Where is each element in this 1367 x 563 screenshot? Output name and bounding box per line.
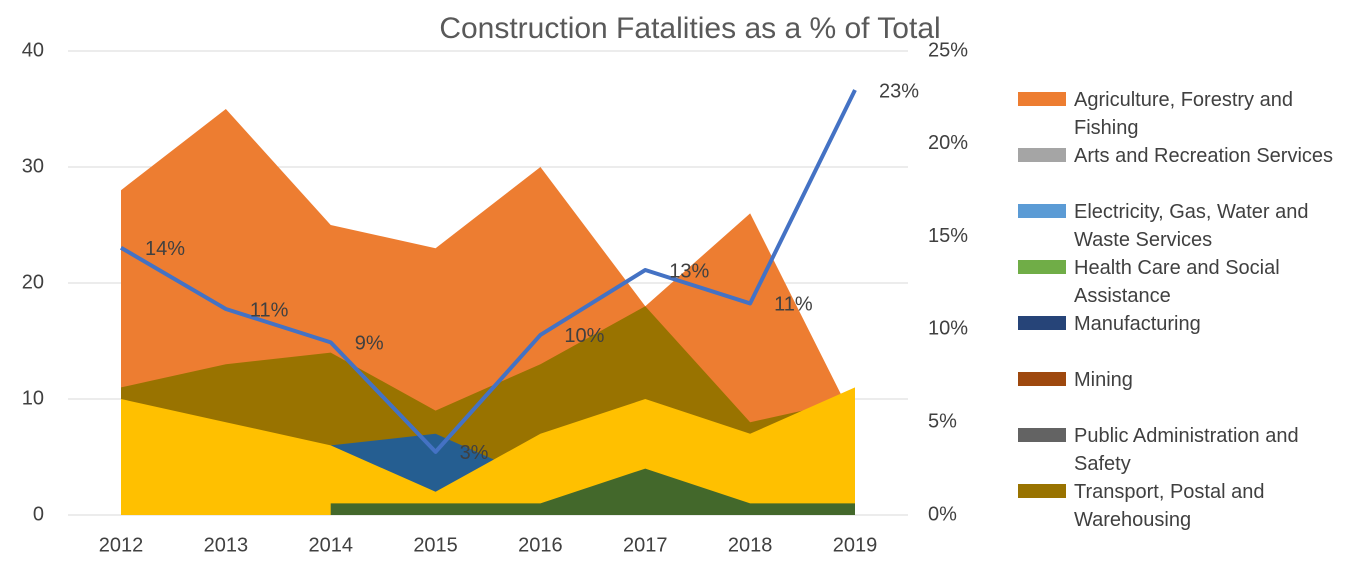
x-tick-label: 2018 xyxy=(728,534,773,556)
data-label: 3% xyxy=(460,442,489,464)
x-tick-label: 2014 xyxy=(308,534,353,556)
y2-tick-label: 25% xyxy=(928,39,968,61)
y-tick-label: 40 xyxy=(22,39,44,61)
legend-swatch xyxy=(1018,372,1066,386)
data-label: 23% xyxy=(879,80,919,102)
x-tick-label: 2019 xyxy=(833,534,878,556)
data-label: 9% xyxy=(355,333,384,355)
legend-label: Arts and Recreation Services xyxy=(1074,145,1334,167)
y2-tick-label: 0% xyxy=(928,503,957,525)
data-label: 11% xyxy=(250,299,289,321)
legend-swatch xyxy=(1018,316,1066,330)
x-tick-label: 2015 xyxy=(413,534,458,556)
x-tick-label: 2013 xyxy=(204,534,249,556)
legend-label: Electricity, Gas, Water and Waste Servic… xyxy=(1074,201,1309,251)
data-label: 11% xyxy=(774,294,813,316)
data-label: 10% xyxy=(564,325,604,347)
data-label: 13% xyxy=(669,260,709,282)
legend-label: Public Administration and Safety xyxy=(1074,425,1299,475)
y2-tick-label: 20% xyxy=(928,132,968,154)
legend-label: Health Care and Social Assistance xyxy=(1074,257,1280,307)
y-tick-label: 0 xyxy=(33,503,44,525)
area xyxy=(330,468,855,515)
x-tick-label: 2017 xyxy=(623,534,668,556)
legend-swatch xyxy=(1018,428,1066,442)
x-tick-label: 2016 xyxy=(518,534,563,556)
legend-label: Manufacturing xyxy=(1074,313,1201,335)
legend-label: Transport, Postal and Warehousing xyxy=(1074,481,1265,531)
legend-label: Agriculture, Forestry and Fishing xyxy=(1074,89,1293,139)
y2-tick-label: 10% xyxy=(928,318,968,340)
y-tick-label: 20 xyxy=(22,271,44,293)
y2-tick-label: 15% xyxy=(928,225,968,247)
chart-title: Construction Fatalities as a % of Total xyxy=(439,12,940,45)
y-tick-label: 10 xyxy=(22,387,44,409)
y-tick-label: 30 xyxy=(22,155,44,177)
data-label: 14% xyxy=(145,238,185,260)
legend-swatch xyxy=(1018,148,1066,162)
line xyxy=(119,89,857,454)
legend-swatch xyxy=(1018,260,1066,274)
legend-swatch xyxy=(1018,484,1066,498)
legend-swatch xyxy=(1018,92,1066,106)
y2-tick-label: 5% xyxy=(928,410,957,432)
legend-swatch xyxy=(1018,204,1066,218)
x-tick-label: 2012 xyxy=(99,534,144,556)
legend-label: Mining xyxy=(1074,369,1133,391)
